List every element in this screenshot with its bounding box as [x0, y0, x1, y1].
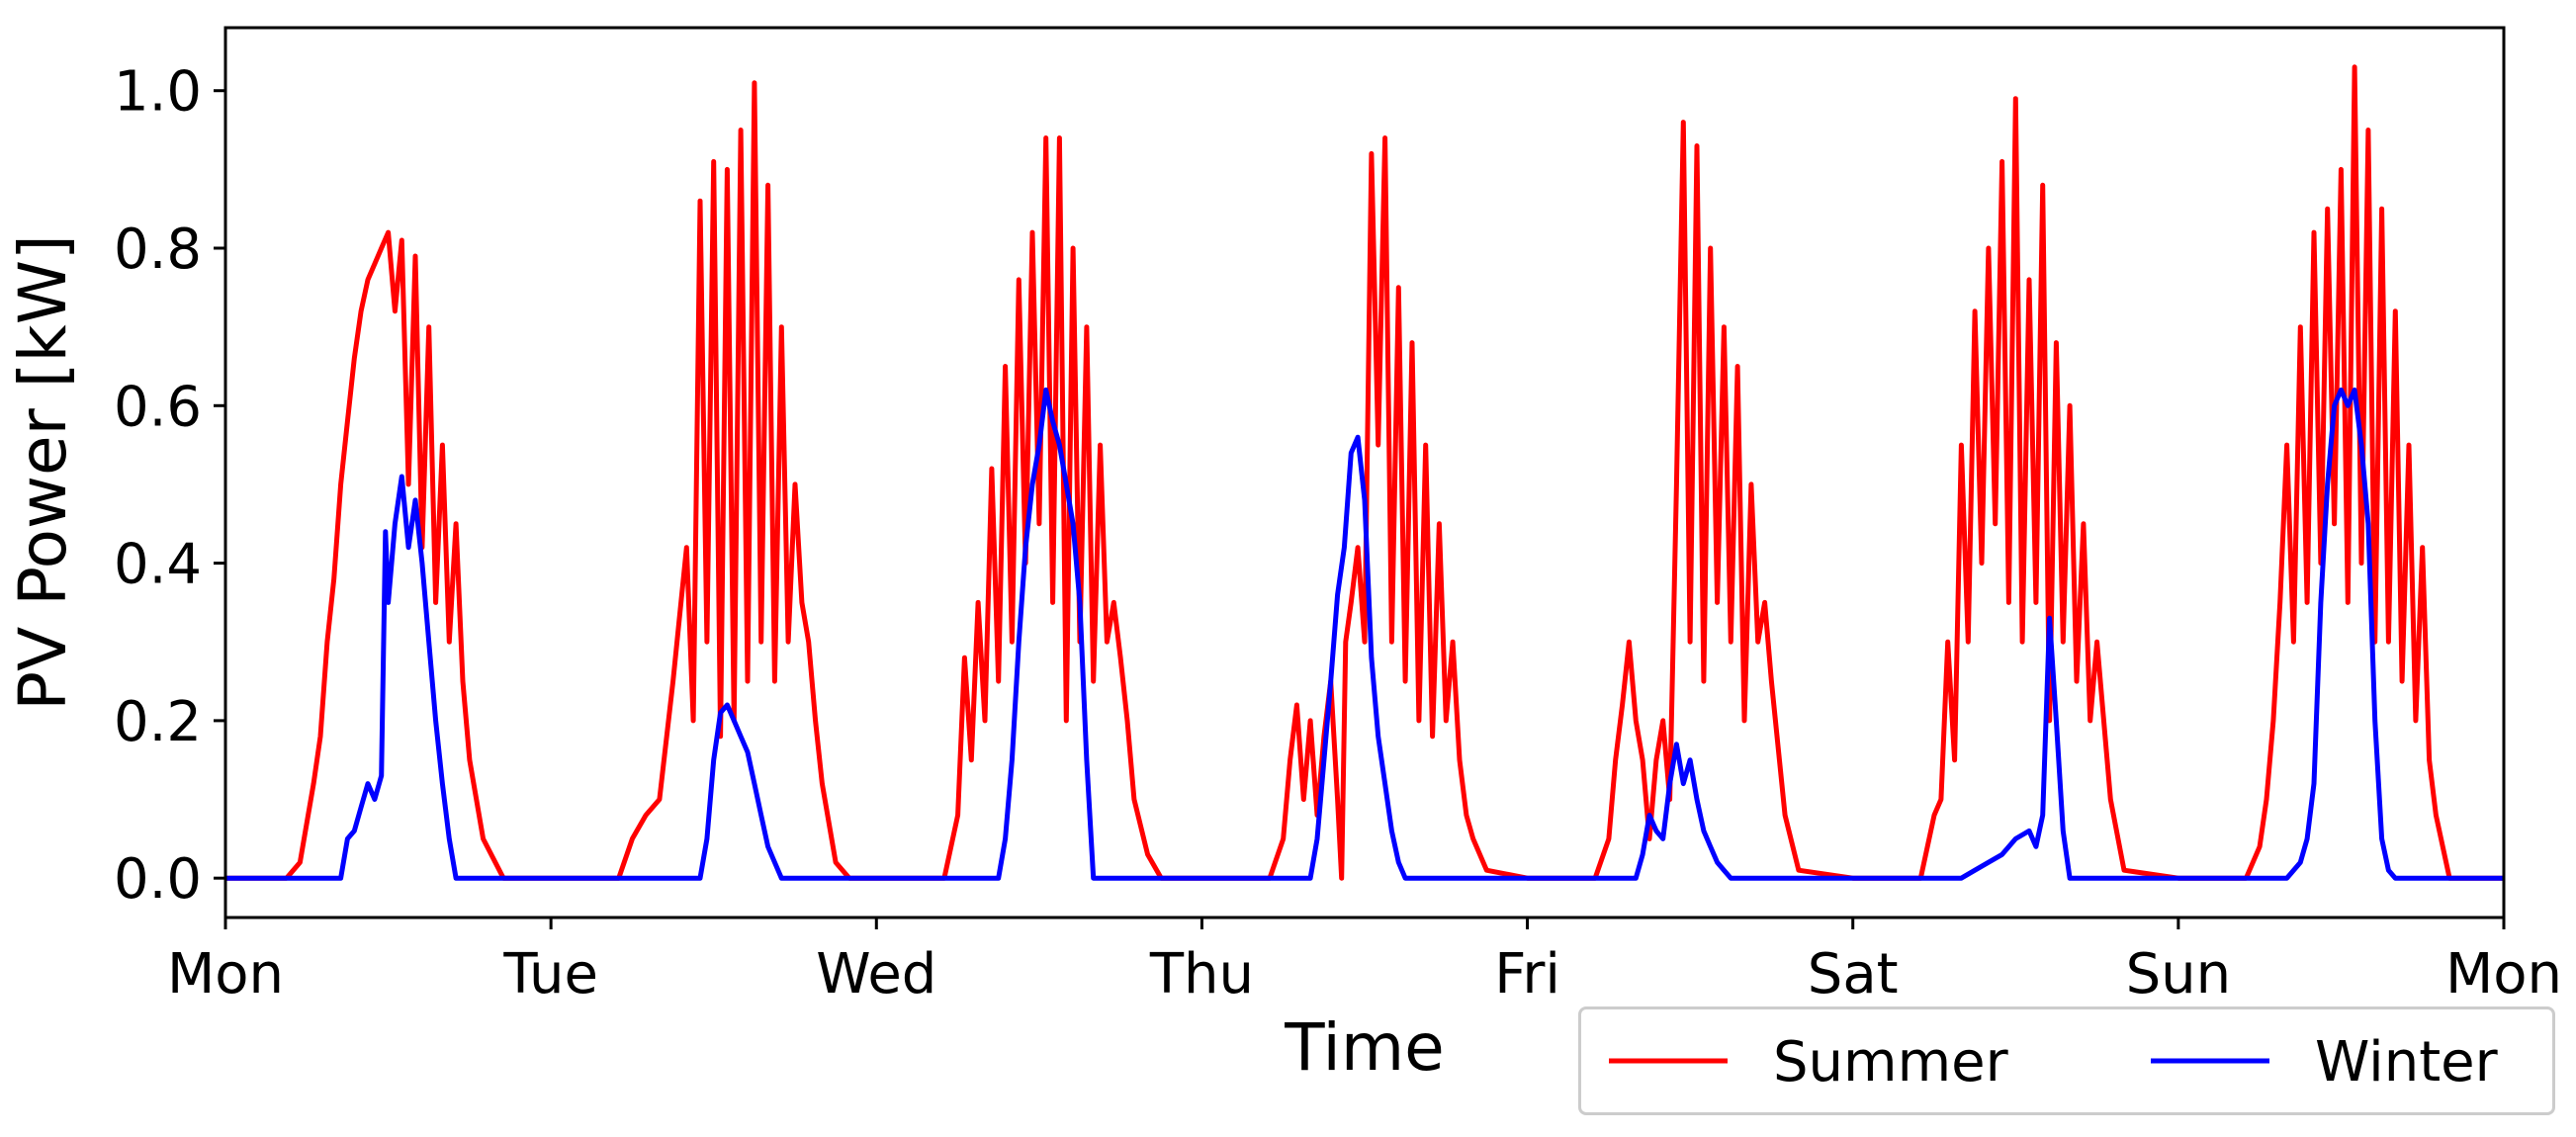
x-tick-label: Sat: [1808, 942, 1899, 1006]
y-tick-label: 0.4: [114, 533, 202, 597]
y-tick-label: 0.6: [114, 375, 202, 439]
plot-frame: [223, 26, 2506, 919]
legend: Summer Winter: [1578, 1006, 2555, 1115]
x-tick-label: Wed: [816, 942, 936, 1006]
series-line-winter: [225, 387, 2504, 881]
y-axis-ticks: 0.0 0.2 0.4 0.6 0.8 1.0: [114, 60, 225, 912]
series-line-summer: [225, 64, 2504, 881]
x-tick-label: Mon: [2445, 942, 2562, 1006]
x-tick-label: Fri: [1494, 942, 1560, 1006]
x-tick-label: Tue: [502, 942, 598, 1006]
x-axis-label: Time: [1284, 1009, 1445, 1086]
y-tick-label: 0.8: [114, 218, 202, 282]
y-axis-label: PV Power [kW]: [5, 234, 81, 710]
x-tick-label: Sun: [2126, 942, 2232, 1006]
x-tick-label: Thu: [1149, 942, 1254, 1006]
y-tick-label: 0.0: [114, 847, 202, 912]
legend-label-summer: Summer: [1773, 1030, 2009, 1094]
x-tick-label: Mon: [167, 942, 284, 1006]
legend-label-winter: Winter: [2315, 1030, 2499, 1094]
x-axis-ticks: Mon Tue Wed Thu Fri Sat Sun Mon: [167, 918, 2562, 1006]
y-tick-label: 1.0: [114, 60, 202, 125]
y-tick-label: 0.2: [114, 690, 202, 754]
